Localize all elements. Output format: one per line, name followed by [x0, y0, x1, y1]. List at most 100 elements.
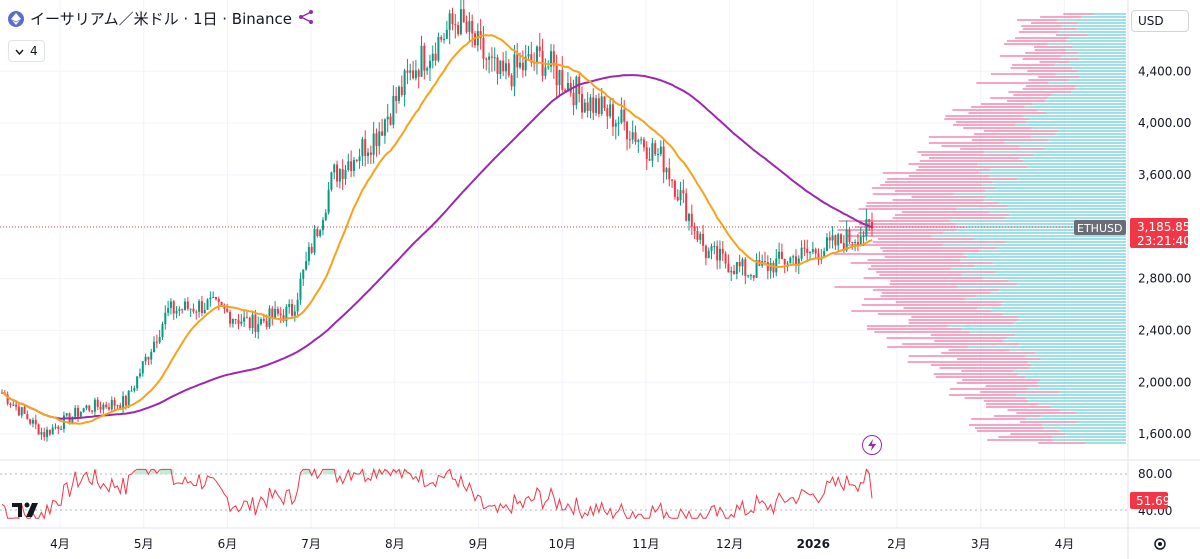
time-label: 4月 — [50, 537, 70, 551]
candle-body — [136, 376, 139, 389]
candle-body — [699, 233, 702, 240]
currency-value: USD — [1138, 14, 1164, 28]
candle-body — [668, 168, 671, 180]
candle-body — [288, 304, 291, 307]
candle-body — [122, 396, 125, 409]
candle-body — [513, 54, 516, 87]
candle-body — [153, 341, 156, 352]
candle-body — [417, 70, 420, 77]
candle-body — [676, 196, 679, 201]
candle-body — [786, 263, 789, 265]
candle-body — [794, 256, 797, 266]
candle-body — [716, 246, 719, 261]
candle-body — [828, 237, 831, 241]
candle-body — [17, 406, 20, 416]
candle-body — [445, 29, 448, 39]
candle-body — [138, 373, 141, 377]
candle-body — [792, 256, 795, 258]
candle-body — [586, 102, 589, 111]
candle-body — [516, 54, 519, 68]
candle-body — [738, 261, 741, 267]
strategy-icon[interactable] — [298, 9, 314, 29]
time-axis[interactable]: 4月 5月 6月 7月 8月 9月 10月 11月 12月 2026 2月 3月 4月 — [50, 537, 1074, 551]
candle-body — [800, 247, 803, 259]
candle-body — [550, 51, 553, 67]
candle-body — [361, 139, 364, 157]
candle-body — [479, 31, 482, 39]
candle-body — [713, 246, 716, 248]
candle-body — [279, 313, 282, 316]
time-label: 5月 — [134, 537, 154, 551]
candle-body — [169, 301, 172, 309]
candle-body — [775, 258, 778, 273]
candle-body — [293, 311, 296, 316]
candle-body — [510, 75, 513, 87]
candle-body — [659, 146, 662, 155]
symbol-title[interactable]: イーサリアム／米ドル · 1日 · Binance — [30, 10, 292, 28]
candle-body — [428, 60, 431, 69]
candle-body — [431, 53, 434, 61]
candle-body — [637, 140, 640, 143]
candle-body — [206, 299, 209, 310]
candle-body — [214, 296, 217, 300]
currency-select[interactable]: USD — [1131, 10, 1189, 32]
candle-body — [355, 159, 358, 161]
time-label: 6月 — [218, 537, 238, 551]
countdown-tag: 23:21:40 — [1137, 234, 1191, 248]
candle-body — [245, 317, 248, 319]
candle-body — [347, 161, 350, 170]
current-price-badge: ETHUSD 3,185.85 23:21:40 — [1074, 218, 1191, 248]
candle-body — [654, 143, 657, 155]
price-tick: 4,000.00 — [1138, 116, 1191, 130]
candle-body — [243, 317, 246, 322]
candle-body — [552, 51, 555, 66]
rsi-axis[interactable]: 80.00 40.00 51.69 — [1130, 467, 1172, 518]
candle-body — [260, 319, 263, 325]
candle-body — [752, 275, 755, 278]
candle-body — [535, 46, 538, 64]
candle-body — [502, 60, 505, 72]
candle-body — [43, 432, 46, 437]
candle-body — [71, 416, 74, 423]
candle-body — [690, 213, 693, 227]
price-axis[interactable]: 4,400.00 4,000.00 3,600.00 2,800.00 2,400.00… — [1138, 64, 1191, 441]
candle-body — [29, 419, 32, 424]
candle-body — [730, 270, 733, 273]
candle-body — [107, 407, 110, 410]
candle-body — [848, 229, 851, 242]
lightning-icon[interactable] — [862, 435, 882, 455]
indicators-toggle[interactable]: 4 — [8, 40, 45, 62]
candle-body — [671, 179, 674, 181]
candle-body — [378, 131, 381, 146]
rsi-tick: 80.00 — [1138, 467, 1172, 481]
candle-body — [392, 95, 395, 125]
chart-legend: イーサリアム／米ドル · 1日 · Binance — [8, 8, 314, 29]
candle-body — [231, 319, 234, 324]
candle-body — [23, 407, 26, 414]
candle-body — [724, 253, 727, 264]
candle-body — [657, 154, 660, 156]
candle-body — [673, 180, 676, 197]
candle-body — [747, 275, 750, 277]
candle-body — [468, 21, 471, 32]
candle-body — [127, 390, 130, 406]
candle-body — [834, 235, 837, 246]
gear-icon[interactable] — [1152, 536, 1168, 552]
candle-body — [710, 246, 713, 251]
candle-body — [721, 248, 724, 254]
rsi-current-badge — [1130, 492, 1168, 509]
candle-body — [823, 251, 826, 258]
candle-body — [291, 304, 293, 316]
candle-body — [634, 132, 637, 143]
candle-body — [31, 419, 34, 424]
candle-body — [443, 38, 446, 40]
candle-body — [203, 309, 206, 314]
candle-body — [665, 168, 668, 173]
candle-body — [400, 86, 403, 96]
candle-body — [581, 94, 583, 113]
candle-body — [237, 319, 240, 324]
candle-body — [9, 403, 12, 405]
candle-body — [181, 309, 184, 311]
candle-body — [465, 21, 468, 32]
